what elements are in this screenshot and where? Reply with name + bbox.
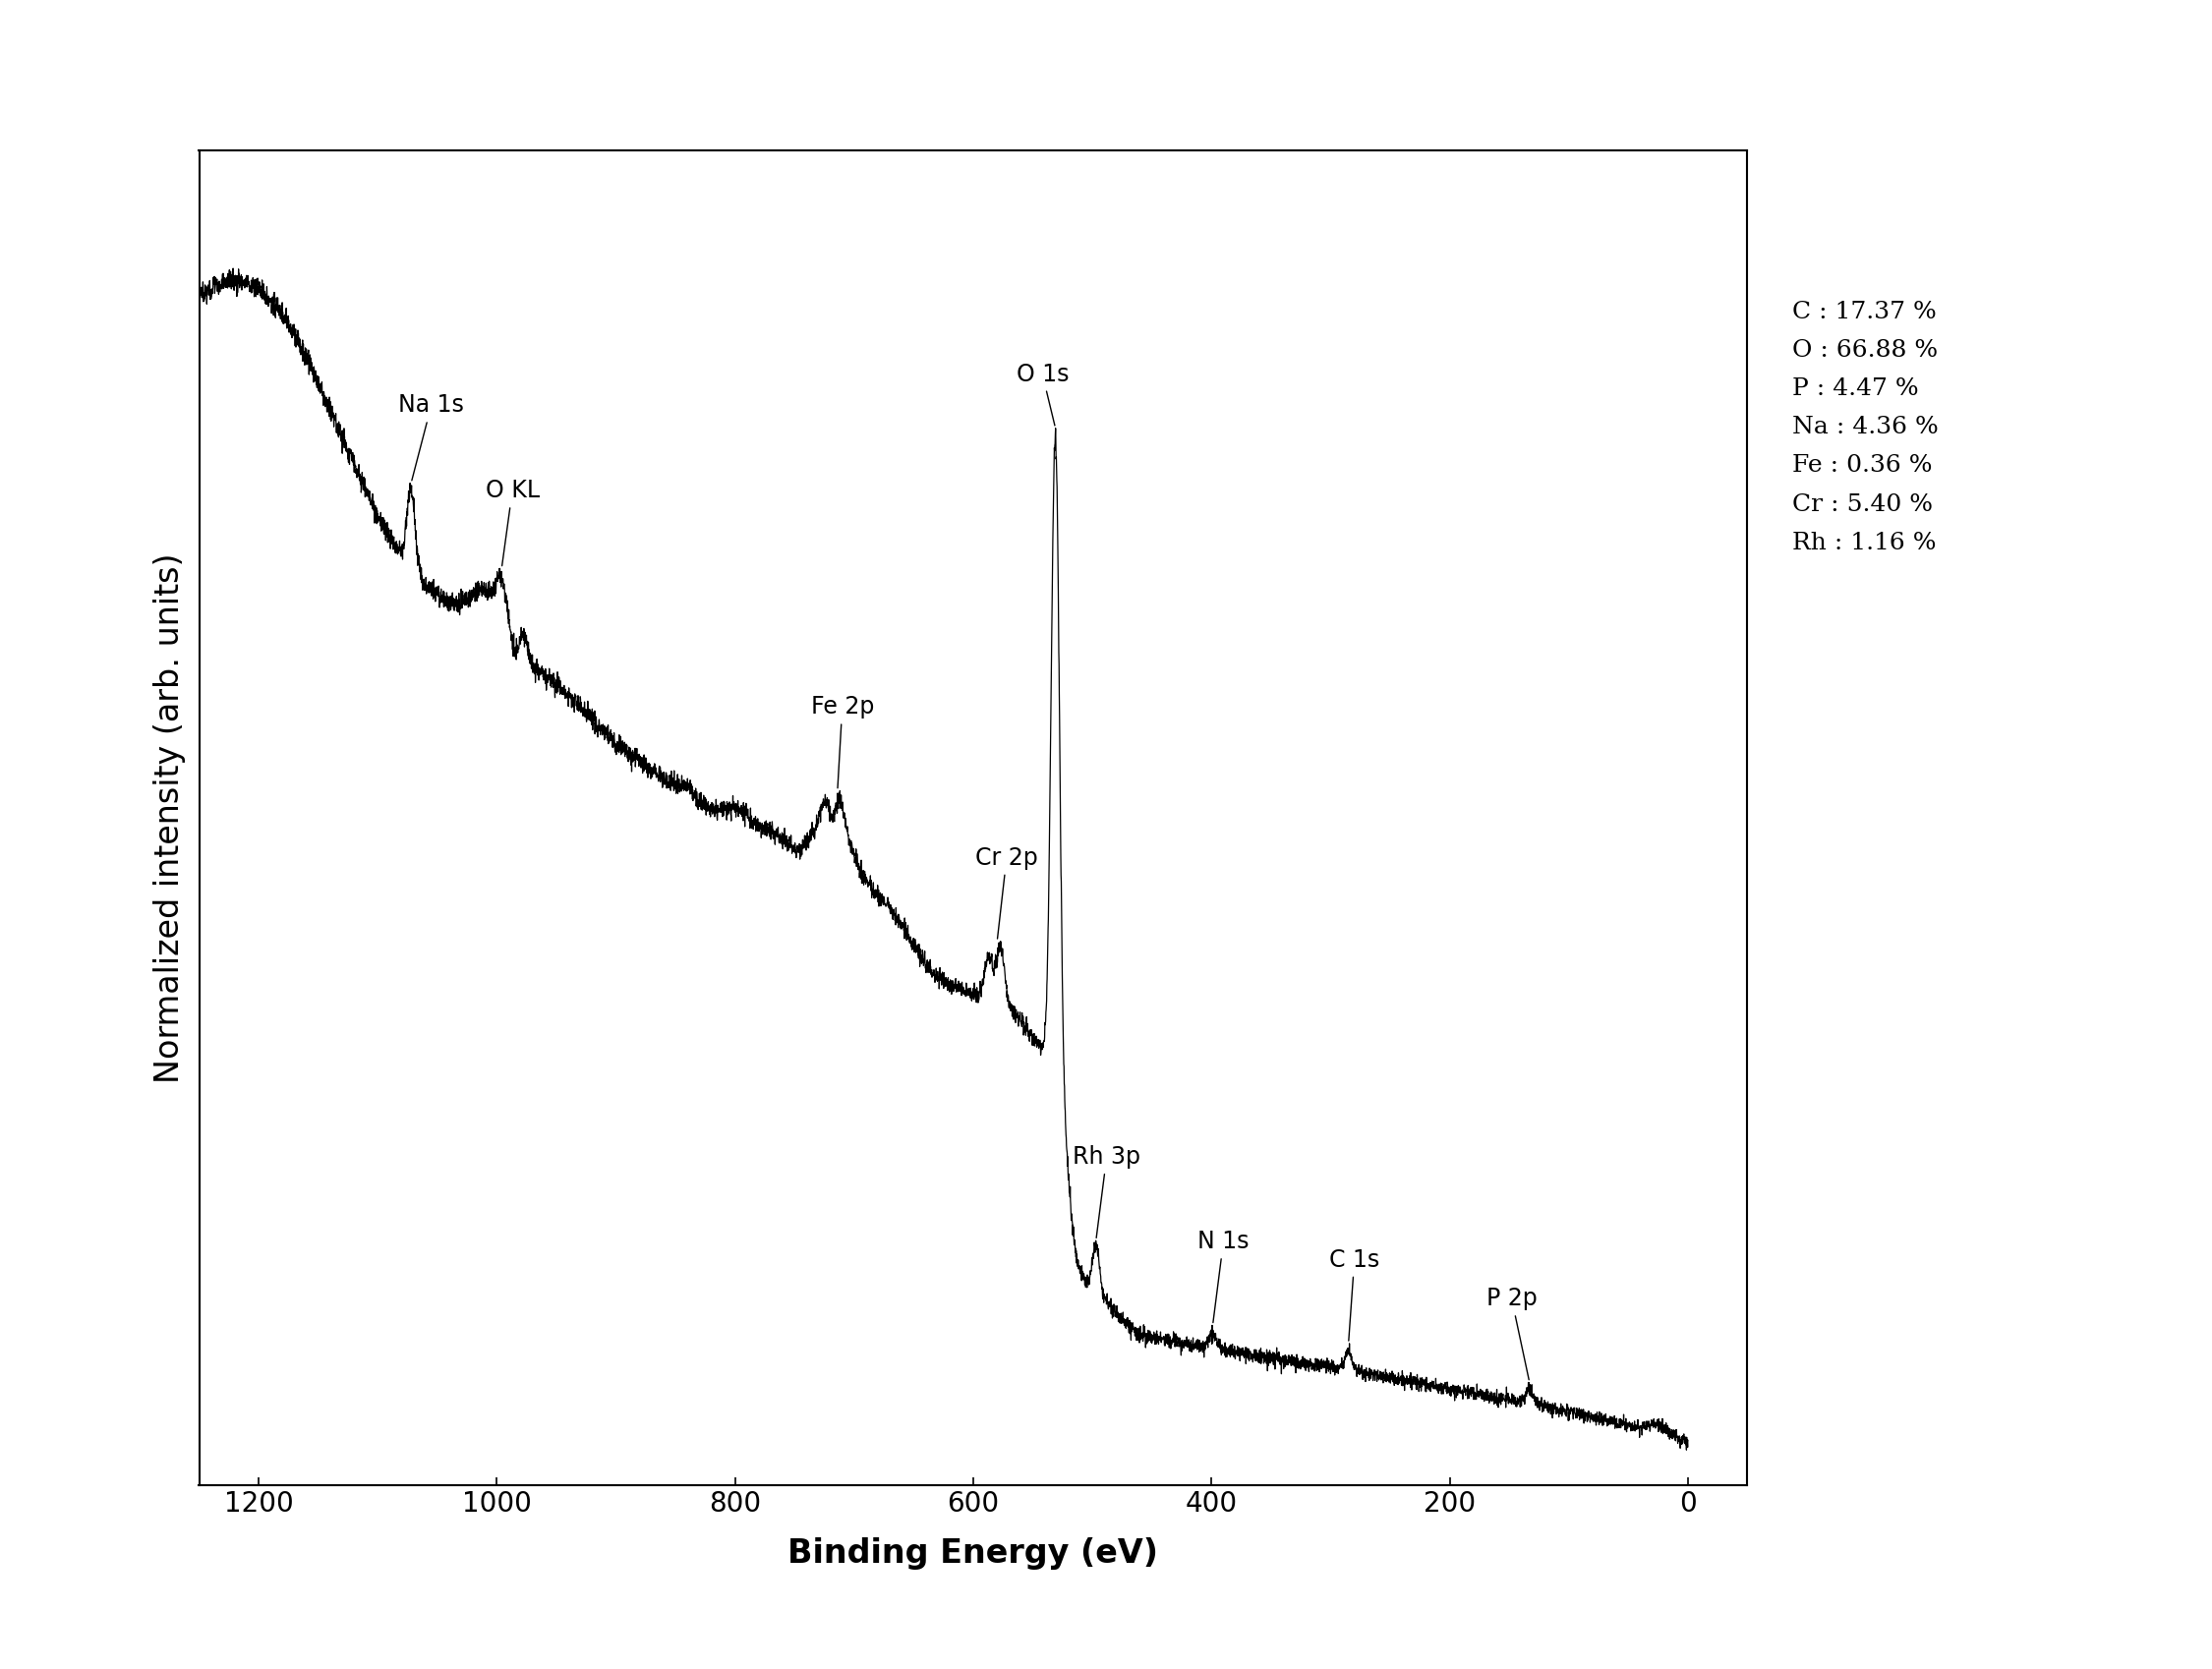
Text: N 1s: N 1s [1197, 1230, 1250, 1322]
Text: Fe 2p: Fe 2p [810, 696, 874, 788]
X-axis label: Binding Energy (eV): Binding Energy (eV) [787, 1537, 1159, 1569]
Text: C 1s: C 1s [1329, 1248, 1380, 1340]
Text: O KL: O KL [484, 479, 540, 566]
Text: P 2p: P 2p [1486, 1287, 1537, 1380]
Y-axis label: Normalized intensity (arb. units): Normalized intensity (arb. units) [153, 552, 186, 1083]
Text: Rh 3p: Rh 3p [1073, 1145, 1141, 1238]
Text: Na 1s: Na 1s [398, 394, 465, 481]
Text: C : 17.37 %
O : 66.88 %
P : 4.47 %
Na : 4.36 %
Fe : 0.36 %
Cr : 5.40 %
Rh : 1.16: C : 17.37 % O : 66.88 % P : 4.47 % Na : … [1792, 300, 1938, 554]
Text: O 1s: O 1s [1015, 362, 1068, 426]
Text: Cr 2p: Cr 2p [975, 846, 1037, 938]
